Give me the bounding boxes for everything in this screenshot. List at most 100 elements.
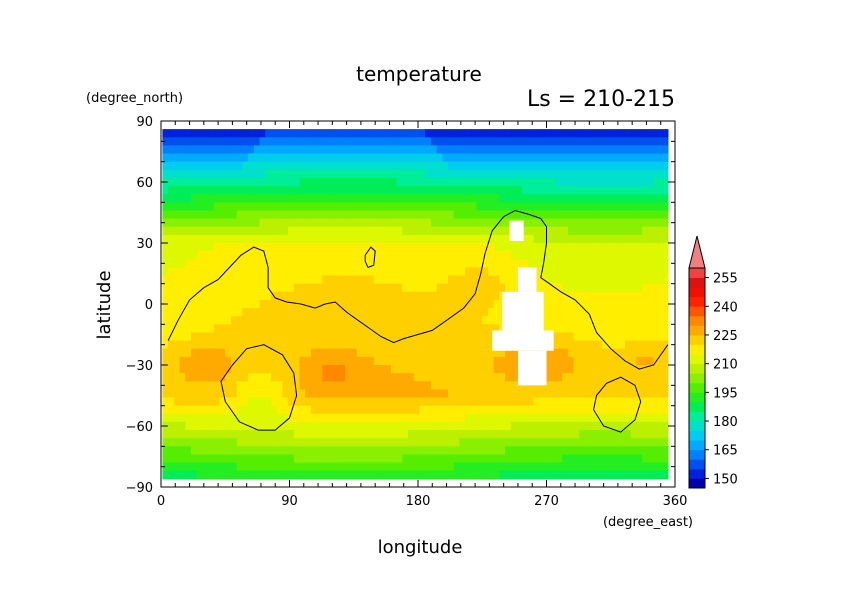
field-cell — [362, 234, 369, 244]
field-cell — [305, 177, 312, 187]
field-cell — [345, 226, 352, 236]
field-cell — [333, 446, 341, 455]
field-cell — [493, 283, 500, 293]
field-cell — [430, 397, 438, 407]
field-cell — [619, 421, 626, 431]
field-cell — [225, 299, 232, 309]
field-cell — [442, 324, 449, 333]
field-cell — [248, 389, 255, 399]
field-cell — [448, 251, 455, 260]
field-cell — [533, 234, 540, 244]
field-cell — [225, 421, 232, 431]
field-cell — [305, 446, 312, 455]
field-cell — [436, 234, 443, 244]
field-cell — [270, 348, 278, 358]
field-cell — [653, 169, 660, 179]
field-cell — [282, 186, 289, 195]
field-cell — [333, 438, 341, 447]
field-cell — [585, 291, 592, 301]
field-cell — [482, 210, 489, 220]
field-cell — [345, 259, 352, 268]
field-cell — [539, 161, 546, 171]
field-cell — [316, 145, 323, 155]
field-cell — [430, 340, 438, 350]
field-cell — [539, 129, 546, 138]
field-cell — [208, 365, 215, 374]
field-cell — [505, 218, 512, 228]
field-cell — [293, 275, 301, 285]
field-cell — [550, 218, 558, 228]
field-cell — [448, 202, 455, 211]
field-cell — [202, 454, 209, 464]
field-cell — [276, 137, 283, 146]
field-cell — [305, 324, 312, 333]
field-cell — [516, 413, 523, 423]
colorbar-tick-label: 225 — [713, 329, 738, 344]
colorbar-swatch — [689, 440, 705, 451]
field-cell — [242, 438, 249, 447]
field-cell — [316, 421, 323, 431]
field-cell — [333, 194, 341, 203]
field-cell — [550, 413, 558, 423]
field-cell — [202, 251, 209, 260]
field-cell — [219, 177, 226, 187]
field-cell — [305, 218, 312, 228]
field-cell — [419, 161, 426, 171]
field-cell — [470, 430, 478, 439]
field-cell — [225, 430, 232, 439]
field-cell — [396, 226, 403, 236]
field-cell — [545, 454, 552, 464]
field-cell — [636, 251, 643, 260]
field-cell — [350, 365, 358, 374]
field-cell — [270, 267, 278, 277]
field-cell — [499, 186, 506, 195]
field-cell — [248, 218, 255, 228]
field-cell — [659, 283, 666, 293]
field-cell — [430, 421, 438, 431]
field-cell — [419, 210, 426, 220]
field-cell — [202, 405, 209, 415]
field-cell — [270, 397, 278, 407]
field-cell — [516, 210, 523, 220]
field-cell — [196, 413, 203, 423]
field-cell — [630, 161, 637, 171]
field-cell — [459, 340, 466, 350]
field-cell — [505, 267, 512, 277]
field-cell — [516, 462, 523, 472]
field-cell — [476, 226, 483, 236]
field-cell — [385, 129, 392, 138]
field-cell — [590, 308, 598, 317]
field-cell — [516, 202, 523, 211]
field-cell — [430, 194, 438, 203]
field-cell — [545, 405, 552, 415]
field-cell — [573, 324, 580, 333]
field-cell — [328, 299, 335, 309]
field-cell — [465, 324, 472, 333]
field-cell — [265, 356, 272, 366]
field-cell — [642, 365, 649, 374]
field-cell — [242, 365, 249, 374]
field-cell — [236, 169, 243, 179]
field-cell — [625, 202, 632, 211]
field-cell — [613, 373, 620, 382]
field-cell — [236, 462, 243, 472]
field-cell — [642, 340, 649, 350]
field-cell — [465, 299, 472, 309]
field-cell — [653, 373, 660, 382]
field-cell — [459, 397, 466, 407]
field-cell — [299, 454, 306, 464]
field-cell — [208, 413, 215, 423]
field-cell — [419, 438, 426, 447]
field-cell — [385, 397, 392, 407]
field-cell — [168, 324, 175, 333]
field-cell — [619, 243, 626, 252]
field-cell — [619, 389, 626, 399]
field-cell — [459, 316, 466, 325]
colorbar-swatch — [689, 344, 705, 355]
field-cell — [425, 324, 432, 333]
field-cell — [339, 308, 346, 317]
field-cell — [350, 405, 358, 415]
field-cell — [482, 145, 489, 155]
field-cell — [625, 251, 632, 260]
x-axis: 0 90 180 270 360 — [157, 121, 687, 509]
